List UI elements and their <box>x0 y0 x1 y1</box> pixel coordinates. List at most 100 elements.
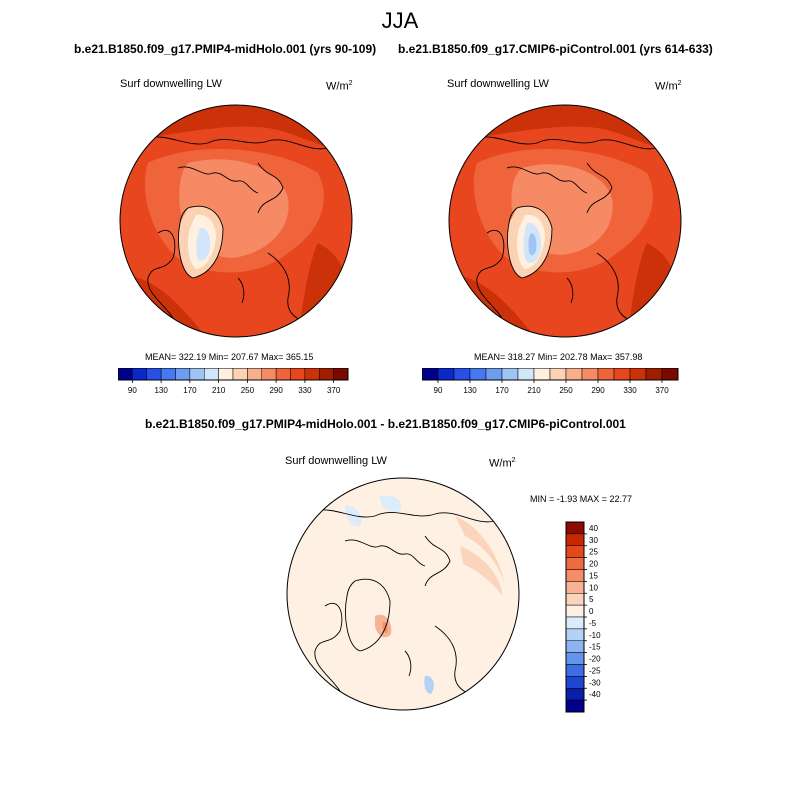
colorbar-swatch <box>565 688 585 701</box>
colorbar-tick-label: 290 <box>591 386 605 395</box>
colorbar-tick-label: 5 <box>589 595 594 604</box>
colorbar-swatch <box>517 368 535 381</box>
coastline-scandinavia <box>424 535 451 587</box>
left-polar-map <box>119 104 353 338</box>
colorbar-tick-label: 30 <box>589 536 598 545</box>
colorbar-swatch <box>565 557 585 570</box>
diff-stats: MIN = -1.93 MAX = 22.77 <box>530 494 633 504</box>
left-stats: MEAN= 322.19 Min= 207.67 Max= 365.15 <box>145 352 314 362</box>
coastline-arctic-islands <box>344 539 426 567</box>
colorbar-tick-label: 90 <box>434 386 443 395</box>
right-panel-title: b.e21.B1850.f09_g17.CMIP6-piControl.001 … <box>398 42 713 56</box>
colorbar-swatch <box>565 569 585 582</box>
colorbar-swatch <box>565 699 585 713</box>
colorbar-swatch <box>565 545 585 558</box>
colorbar-swatch <box>247 368 262 381</box>
colorbar-swatch <box>146 368 162 381</box>
colorbar-swatch <box>485 368 503 381</box>
colorbar-swatch <box>422 368 439 381</box>
colorbar-swatch <box>565 533 585 546</box>
colorbar-tick-label: 370 <box>655 386 669 395</box>
colorbar-swatch <box>501 368 519 381</box>
colorbar-swatch <box>565 676 585 689</box>
colorbar-swatch <box>319 368 334 381</box>
colorbar-tick-label: 130 <box>463 386 477 395</box>
colorbar-tick-label: -30 <box>589 678 601 687</box>
colorbar-tick-label: 15 <box>589 571 598 580</box>
colorbar-swatch <box>218 368 234 381</box>
colorbar-swatch <box>565 640 585 653</box>
colorbar-swatch <box>232 368 248 381</box>
colorbar-swatch <box>565 604 585 618</box>
colorbar-tick-label: 250 <box>241 386 255 395</box>
colorbar-tick-label: 170 <box>183 386 197 395</box>
right-colorbar: 90 130 170 210 250 290 330 370 <box>422 368 679 395</box>
left-variable-label: Surf downwelling LW <box>120 78 222 90</box>
coastline-arctic-islands <box>506 166 588 194</box>
map-border <box>119 104 353 338</box>
colorbar-swatch <box>204 368 219 381</box>
colorbar-swatch <box>565 593 585 606</box>
colorbar-swatch <box>118 368 133 381</box>
colorbar-swatch <box>565 616 585 630</box>
colorbar-swatch <box>645 368 663 381</box>
coastline-canada <box>476 230 505 319</box>
map-fill-positive-east-2 <box>460 546 503 596</box>
colorbar-tick-label: 250 <box>559 386 573 395</box>
colorbar-tick-label: -25 <box>589 666 601 675</box>
colorbar-swatch <box>304 368 320 381</box>
colorbar-tick-label: 0 <box>589 607 594 616</box>
colorbar-swatch <box>189 368 205 381</box>
map-fill-greenland-ice-core <box>528 233 537 256</box>
colorbar-tick-label: -40 <box>589 690 601 699</box>
coastline-iceland <box>237 277 245 304</box>
colorbar-tick-label: 330 <box>298 386 312 395</box>
diff-panel-title: b.e21.B1850.f09_g17.PMIP4-midHolo.001 - … <box>145 417 626 431</box>
right-variable-label: Surf downwelling LW <box>447 78 549 90</box>
colorbar-swatch <box>437 368 455 381</box>
colorbar-swatch <box>175 368 191 381</box>
colorbar-tick-label: 290 <box>269 386 283 395</box>
colorbar-swatch <box>132 368 147 381</box>
colorbar-swatch <box>533 368 551 381</box>
colorbar-swatch <box>453 368 471 381</box>
map-fill-greenland-ice <box>196 227 211 261</box>
coastline-eurasia <box>476 136 658 150</box>
colorbar-tick-label: 20 <box>589 560 598 569</box>
colorbar-tick-label: -5 <box>589 619 597 628</box>
colorbar-swatch <box>565 652 585 665</box>
colorbar-swatch <box>597 368 615 381</box>
map-border <box>286 477 520 711</box>
coastline-canada <box>147 230 176 319</box>
right-polar-map <box>448 104 682 338</box>
colorbar-tick-label: 25 <box>589 548 598 557</box>
right-units-label: W/m2 <box>655 80 682 93</box>
colorbar-tick-label: 210 <box>212 386 226 395</box>
colorbar-swatch <box>565 521 585 535</box>
colorbar-tick-label: -15 <box>589 643 601 652</box>
colorbar-swatch <box>565 628 585 641</box>
map-border <box>448 104 682 338</box>
colorbar-swatch <box>565 581 585 594</box>
colorbar-tick-label: 330 <box>623 386 637 395</box>
colorbar-swatch <box>613 368 631 381</box>
coastline-eurasia <box>314 509 496 523</box>
colorbar-tick-label: 130 <box>154 386 168 395</box>
coastline-scandinavia <box>257 162 284 214</box>
figure-title: JJA <box>381 8 419 33</box>
map-fill-negative-north <box>345 505 362 527</box>
colorbar-tick-label: 210 <box>527 386 541 395</box>
coastline-greenland <box>178 205 224 279</box>
map-fill-negative-north-2 <box>380 495 402 512</box>
colorbar-swatch <box>261 368 277 381</box>
coastline-greenland <box>345 578 391 652</box>
left-colorbar: 90 130 170 210 250 290 330 370 <box>118 368 349 395</box>
diff-colorbar: 40 30 25 20 15 10 5 0 -5 -10 -15 -20 -25 -30 -40 <box>565 521 601 713</box>
left-units-label: W/m2 <box>326 80 353 93</box>
colorbar-tick-label: 10 <box>589 583 598 592</box>
colorbar-swatch <box>565 368 583 381</box>
colorbar-tick-label: 170 <box>495 386 509 395</box>
colorbar-tick-label: 90 <box>128 386 137 395</box>
diff-variable-label: Surf downwelling LW <box>285 455 387 467</box>
map-fill-base <box>287 478 519 710</box>
